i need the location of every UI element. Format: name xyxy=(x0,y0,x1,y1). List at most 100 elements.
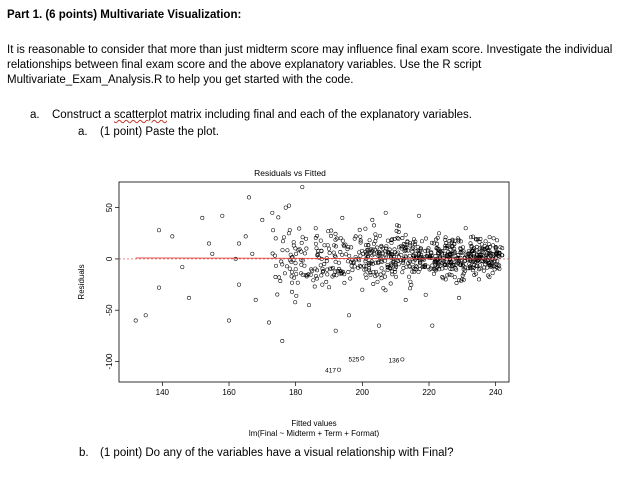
y-tick-label: 0 xyxy=(105,256,114,261)
residual-point xyxy=(435,263,440,268)
residual-point xyxy=(448,259,453,264)
residual-point xyxy=(373,236,378,240)
residual-point xyxy=(428,266,433,271)
residual-point xyxy=(396,236,401,241)
residual-point xyxy=(352,236,357,241)
y-tick-label: -50 xyxy=(105,304,114,316)
residual-point xyxy=(460,273,465,278)
residual-point xyxy=(418,246,423,251)
residual-point xyxy=(425,264,430,269)
residual-point xyxy=(450,237,455,242)
residual-point xyxy=(411,253,416,258)
residual-point xyxy=(433,260,438,265)
residual-point xyxy=(293,267,298,272)
section-heading: Part 1. (6 points) Multivariate Visualiz… xyxy=(7,9,242,21)
intro-paragraph: It is reasonable to consider that more t… xyxy=(7,44,613,86)
x-axis: 140 160 180 200 220 240 xyxy=(156,382,503,397)
residual-point xyxy=(308,272,313,277)
residual-point xyxy=(210,251,215,256)
residual-point xyxy=(392,247,397,252)
residual-point xyxy=(284,264,289,269)
residual-point xyxy=(458,239,463,244)
residual-point xyxy=(483,259,488,264)
y-tick-label: 50 xyxy=(105,203,114,212)
residual-point xyxy=(278,279,283,283)
residual-point xyxy=(348,276,353,281)
residual-point xyxy=(207,241,211,246)
residual-point xyxy=(494,262,499,267)
residual-point xyxy=(299,249,304,254)
residual-point xyxy=(358,238,363,243)
residual-point xyxy=(386,251,391,256)
outlier-label: 417 xyxy=(325,368,336,375)
residual-point xyxy=(419,239,424,244)
outlier-point xyxy=(360,356,365,361)
residual-point xyxy=(337,266,341,271)
residual-point xyxy=(280,339,285,343)
residual-point xyxy=(492,267,497,272)
residual-point xyxy=(440,260,445,265)
residual-point xyxy=(450,251,455,256)
residual-point xyxy=(322,243,327,248)
x-tick-label: 140 xyxy=(156,388,170,397)
residual-point xyxy=(379,260,384,264)
residual-point xyxy=(364,267,368,272)
residual-point xyxy=(394,252,399,257)
residual-point xyxy=(445,253,449,257)
outlier-point xyxy=(337,367,341,372)
residual-point xyxy=(376,260,380,265)
residual-point xyxy=(395,235,400,240)
residual-point xyxy=(416,256,421,261)
residual-point xyxy=(270,251,275,256)
residual-point xyxy=(313,241,318,246)
outlier-label: 525 xyxy=(348,356,359,363)
residual-point xyxy=(281,239,285,244)
residual-point xyxy=(339,269,344,274)
residual-point xyxy=(396,254,401,259)
question-a-text: Construct a scatterplot matrix including… xyxy=(52,108,472,123)
residual-point xyxy=(286,231,291,236)
residual-point xyxy=(291,240,296,245)
residual-point xyxy=(350,268,355,273)
residual-point xyxy=(237,282,241,287)
residual-point xyxy=(368,272,373,277)
residual-point xyxy=(389,240,394,245)
residual-point xyxy=(383,210,388,215)
residual-point xyxy=(461,245,465,250)
residual-point xyxy=(367,238,372,243)
residual-point xyxy=(495,238,500,243)
residual-point xyxy=(415,244,420,249)
residual-point xyxy=(459,278,464,283)
residual-point xyxy=(486,261,491,266)
residual-point xyxy=(475,237,480,242)
residual-point xyxy=(437,231,441,236)
residual-point xyxy=(366,261,371,266)
residual-point xyxy=(473,259,478,264)
residual-point xyxy=(315,251,320,256)
residual-point xyxy=(338,250,343,254)
residual-point xyxy=(443,277,448,282)
residual-point xyxy=(458,246,463,251)
residual-point xyxy=(187,295,191,300)
residual-point xyxy=(461,249,466,254)
residual-point xyxy=(346,259,350,264)
question-b-marker: b. xyxy=(79,447,89,459)
residual-point xyxy=(447,263,452,267)
residual-point xyxy=(273,275,278,279)
residual-point xyxy=(418,266,422,271)
residual-point xyxy=(474,237,479,242)
residual-point xyxy=(453,262,458,267)
residual-point xyxy=(358,240,363,245)
x-tick-label: 180 xyxy=(289,388,303,397)
residual-point xyxy=(426,246,431,251)
residual-point xyxy=(375,272,380,277)
residual-point xyxy=(314,274,318,279)
y-axis: 50 0 -50 -100 xyxy=(105,203,119,369)
residual-point xyxy=(463,226,468,231)
residual-point xyxy=(393,263,398,267)
residual-point xyxy=(311,278,316,283)
residual-point xyxy=(488,265,493,269)
residual-point xyxy=(443,245,448,250)
residual-point xyxy=(293,300,298,305)
residual-point xyxy=(349,260,354,265)
